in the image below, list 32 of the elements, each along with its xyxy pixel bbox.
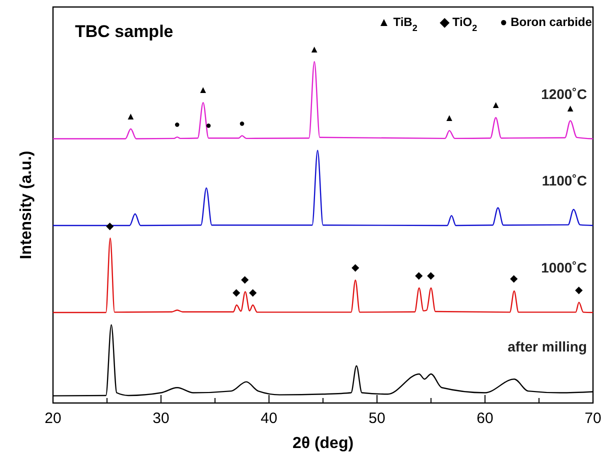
y-axis-title: Intensity (a.u.) [18,150,35,260]
annotation: ◆ [248,288,257,299]
annotation: ◆ [427,270,435,282]
x-tick-label: 20 [44,410,62,427]
series-label: 1000˚C [541,260,587,276]
annotation: ◆ [510,274,518,285]
annotation: ▲ [490,100,501,112]
text: ◆ TiO$_{2}$ [439,15,478,33]
annotation: ◆ [574,284,583,296]
annotation: ▲ [309,44,320,56]
text: ▲ TiB$_{2}$ [378,15,418,33]
annotation: ● [238,118,246,130]
chart-title: TBC sample [75,22,174,41]
annotation: ◆ [241,274,250,286]
x-axis-title: 2θ (deg) [292,435,354,452]
annotation: ◆ [415,270,424,282]
x-tick-label: 60 [476,410,494,427]
x-tick-label: 40 [260,410,278,427]
series-label: 1100˚C [542,172,587,188]
annotation: ● [174,120,180,131]
annotation: ◆ [351,262,360,274]
annotation: ▲ [565,103,576,114]
annotation: ▲ [444,113,454,124]
annotation: ▲ [126,112,136,123]
annotation: ◆ [232,288,241,299]
x-tick-label: 30 [152,410,170,427]
annotation: ▲ [198,85,208,96]
series-label: after milling [508,338,587,355]
series-label: 1200˚C [541,86,587,102]
x-tick-label: 70 [584,410,602,427]
text: ● Boron carbide [500,15,592,29]
x-tick-label: 50 [368,410,386,427]
